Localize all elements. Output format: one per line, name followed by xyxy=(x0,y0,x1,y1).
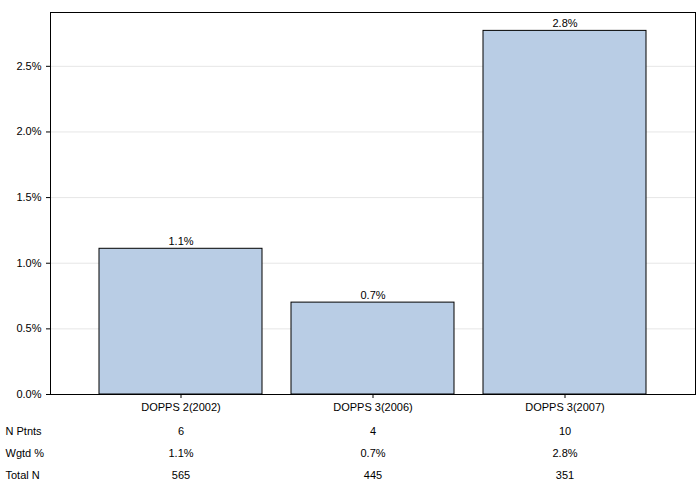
svg-text:0.7%: 0.7% xyxy=(360,447,385,459)
svg-text:Total N: Total N xyxy=(6,469,40,481)
svg-text:1.1%: 1.1% xyxy=(168,235,193,247)
svg-text:351: 351 xyxy=(556,469,574,481)
svg-text:6: 6 xyxy=(178,425,184,437)
svg-text:0.7%: 0.7% xyxy=(360,289,385,301)
svg-text:DOPPS 3(2007): DOPPS 3(2007) xyxy=(525,401,604,413)
svg-text:N Ptnts: N Ptnts xyxy=(6,425,43,437)
svg-text:2.5%: 2.5% xyxy=(16,60,41,72)
svg-text:0.5%: 0.5% xyxy=(16,322,41,334)
svg-text:DOPPS 3(2006): DOPPS 3(2006) xyxy=(333,401,412,413)
svg-text:0.0%: 0.0% xyxy=(16,388,41,400)
svg-text:4: 4 xyxy=(370,425,376,437)
svg-text:2.8%: 2.8% xyxy=(552,447,577,459)
svg-text:565: 565 xyxy=(172,469,190,481)
svg-text:1.1%: 1.1% xyxy=(168,447,193,459)
svg-text:2.8%: 2.8% xyxy=(552,17,577,29)
svg-text:1.5%: 1.5% xyxy=(16,191,41,203)
svg-text:10: 10 xyxy=(559,425,571,437)
svg-text:2.0%: 2.0% xyxy=(16,125,41,137)
svg-text:1.0%: 1.0% xyxy=(16,257,41,269)
svg-text:DOPPS 2(2002): DOPPS 2(2002) xyxy=(141,401,220,413)
svg-text:Wgtd %: Wgtd % xyxy=(6,447,45,459)
svg-text:445: 445 xyxy=(364,469,382,481)
